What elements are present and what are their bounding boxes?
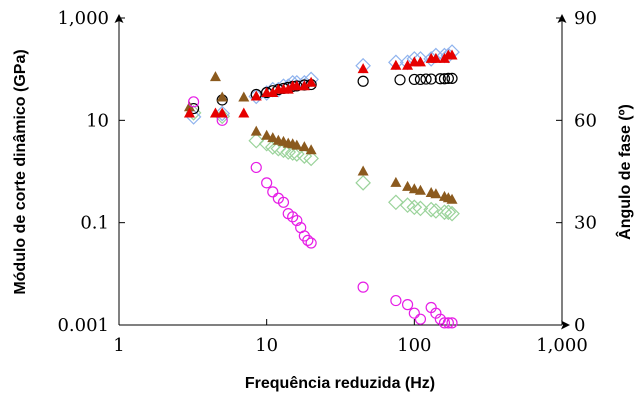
data-point — [442, 317, 454, 329]
data-point — [420, 73, 432, 85]
data-point — [402, 59, 414, 70]
data-point — [402, 180, 414, 191]
series-4 — [183, 49, 458, 118]
y-axis-title: Módulo de corte dinâmico (GPa) — [12, 49, 29, 294]
series-2 — [185, 105, 460, 222]
data-point — [446, 72, 458, 85]
data-point — [250, 125, 262, 136]
y2-tick-label: 90 — [574, 8, 597, 29]
data-point — [394, 74, 406, 86]
data-point — [302, 234, 314, 247]
data-point — [446, 193, 458, 204]
x-tick-label: 1 — [113, 335, 124, 356]
data-point — [390, 59, 402, 70]
data-point — [238, 107, 250, 118]
data-point — [438, 317, 451, 329]
data-point — [406, 199, 423, 216]
data-point — [446, 317, 458, 329]
series-1 — [183, 71, 458, 204]
data-point — [423, 201, 440, 218]
data-point — [414, 184, 426, 195]
data-point — [444, 205, 460, 222]
data-point — [408, 73, 420, 86]
data-point — [408, 183, 420, 194]
data-point — [399, 197, 416, 213]
data-point — [430, 188, 442, 199]
axes — [114, 14, 570, 330]
data-point — [390, 294, 402, 307]
data-point — [390, 176, 402, 187]
data-point — [261, 129, 273, 140]
y-tick-label: 10 — [86, 110, 109, 131]
data-point — [250, 90, 262, 101]
data-point — [408, 307, 420, 319]
y2-axis-title: Ângulo de fase (º) — [615, 104, 634, 240]
data-point — [214, 105, 231, 122]
y2-tick-label: 30 — [574, 213, 597, 234]
data-point — [414, 73, 427, 86]
x-axis-title: Frequência reduzida (Hz) — [245, 375, 435, 392]
data-point — [305, 144, 317, 155]
data-point — [264, 139, 281, 155]
marks — [183, 44, 460, 329]
data-point — [425, 73, 437, 85]
data-point — [305, 237, 317, 249]
data-point — [216, 91, 228, 102]
data-point — [430, 52, 442, 63]
x-tick-label: 10 — [255, 335, 278, 356]
data-point — [291, 80, 303, 91]
data-point — [277, 196, 290, 208]
x-tick-label: 1,000 — [536, 335, 588, 356]
data-point — [446, 49, 458, 60]
data-point — [267, 132, 279, 143]
data-point — [250, 161, 262, 174]
data-point — [291, 214, 303, 227]
data-point — [183, 107, 195, 118]
y-tick-label: 1,000 — [57, 8, 109, 29]
series-0 — [187, 72, 458, 115]
data-point — [438, 73, 451, 85]
x-axis-arrow-icon — [561, 320, 570, 330]
data-point — [414, 313, 427, 325]
data-point — [357, 75, 369, 87]
data-point — [414, 56, 426, 67]
data-point — [298, 141, 310, 152]
data-point — [280, 144, 297, 160]
y-tick-label: 0.001 — [57, 315, 109, 336]
y2-tick-label: 0 — [574, 315, 585, 336]
x-tick-label: 100 — [397, 335, 431, 356]
data-point — [287, 211, 299, 223]
data-point — [183, 101, 195, 112]
data-point — [216, 107, 228, 118]
data-point — [434, 73, 446, 85]
data-point — [388, 194, 404, 211]
data-point — [442, 72, 454, 85]
data-point — [267, 87, 279, 98]
data-point — [298, 80, 310, 91]
data-point — [305, 76, 317, 87]
y-tick-label: 0.1 — [80, 213, 109, 234]
series-3 — [187, 96, 458, 329]
data-point — [357, 63, 369, 74]
data-point — [187, 96, 200, 108]
data-point — [248, 132, 265, 149]
y2-tick-label: 60 — [574, 110, 597, 131]
data-point — [401, 299, 414, 311]
data-point — [357, 165, 369, 176]
data-point — [270, 140, 287, 157]
data-point — [440, 204, 457, 221]
data-point — [261, 177, 273, 189]
data-point — [267, 186, 279, 198]
data-point — [355, 175, 371, 191]
data-point — [357, 281, 369, 293]
data-point — [412, 200, 429, 217]
data-point — [284, 145, 301, 161]
data-point — [238, 91, 250, 102]
data-point — [209, 71, 221, 82]
data-point — [303, 150, 319, 167]
data-point — [291, 139, 303, 150]
